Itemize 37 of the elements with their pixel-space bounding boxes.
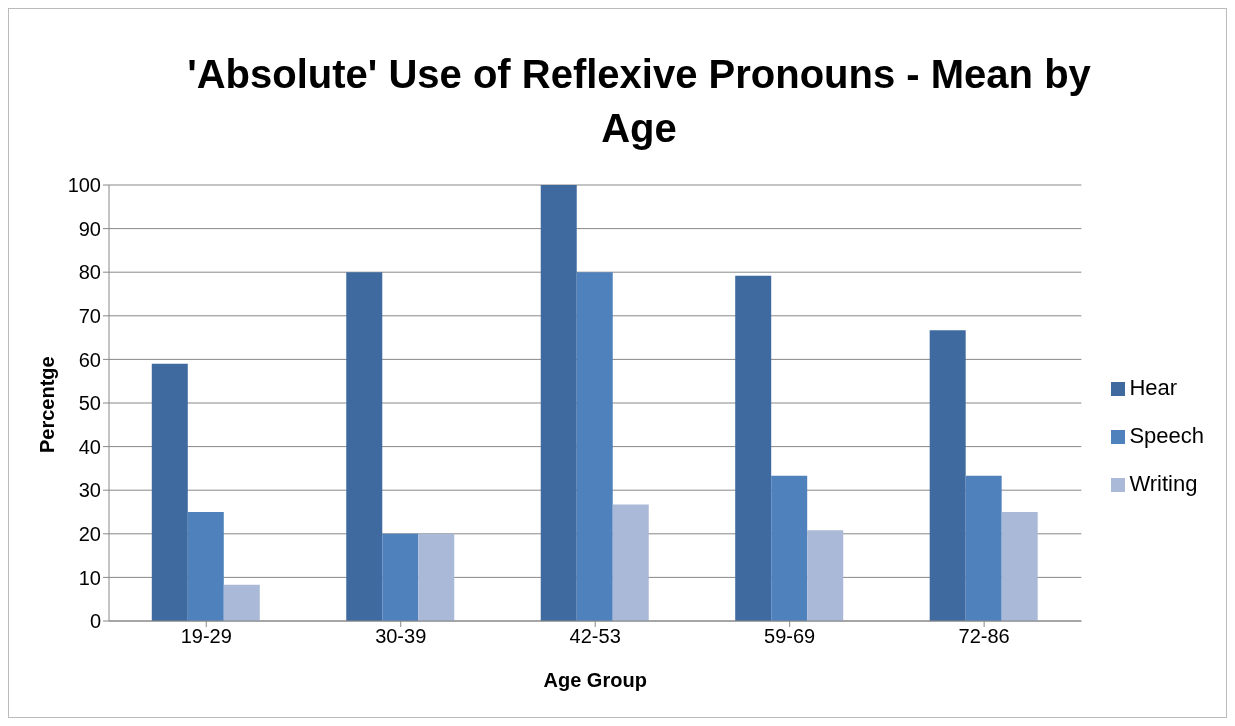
y-tick-label: 70	[78, 304, 101, 327]
x-tick-label: 42-53	[569, 625, 621, 648]
y-tick-label: 0	[89, 610, 101, 633]
y-tick-label: 100	[67, 174, 101, 197]
x-tick-label: 19-29	[180, 625, 232, 648]
bar	[965, 475, 1002, 621]
bar	[540, 185, 577, 621]
legend-label: Writing	[1129, 471, 1198, 496]
x-tick-label: 59-69	[764, 625, 816, 648]
x-tick-label: 30-39	[375, 625, 427, 648]
bar	[151, 363, 188, 621]
bar	[735, 275, 772, 621]
bar	[1001, 512, 1038, 621]
bar	[187, 512, 224, 621]
chart-title: 'Absolute' Use of Reflexive Pronouns - Mean by Age	[186, 51, 1092, 152]
y-tick-label: 10	[78, 566, 101, 589]
y-axis-title: Percentge	[36, 356, 59, 453]
y-tick-label: 30	[78, 479, 101, 502]
bar	[771, 475, 808, 621]
bar	[346, 272, 383, 621]
y-tick-label: 60	[78, 348, 101, 371]
y-tick-label: 90	[78, 217, 101, 240]
bar	[807, 530, 844, 621]
legend-label: Hear	[1129, 375, 1178, 400]
y-tick-label: 40	[78, 435, 101, 458]
y-tick-label: 20	[78, 522, 101, 545]
bar	[382, 533, 419, 621]
y-tick-label: 80	[78, 261, 101, 284]
x-axis-title: Age Group	[543, 669, 647, 691]
bar	[612, 504, 649, 621]
y-tick-label: 50	[78, 392, 101, 415]
bar	[576, 272, 613, 621]
bar	[418, 533, 455, 621]
bar	[223, 584, 260, 621]
bar	[929, 330, 966, 621]
legend-label: Speech	[1129, 423, 1204, 448]
x-tick-label: 72-86	[958, 625, 1010, 648]
